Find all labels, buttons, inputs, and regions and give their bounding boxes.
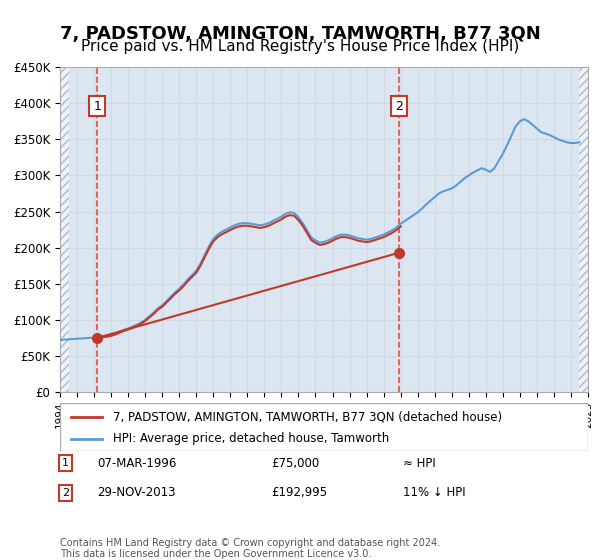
Text: 07-MAR-1996: 07-MAR-1996 — [97, 456, 176, 470]
Text: Contains HM Land Registry data © Crown copyright and database right 2024.
This d: Contains HM Land Registry data © Crown c… — [60, 538, 440, 559]
Bar — [580, 67, 588, 392]
Text: Price paid vs. HM Land Registry's House Price Index (HPI): Price paid vs. HM Land Registry's House … — [81, 39, 519, 54]
Bar — [580, 67, 588, 392]
Text: £192,995: £192,995 — [271, 486, 328, 500]
FancyBboxPatch shape — [60, 403, 588, 451]
Text: 1: 1 — [62, 458, 69, 468]
Text: ≈ HPI: ≈ HPI — [403, 456, 436, 470]
Bar — [60, 67, 68, 392]
Text: 7, PADSTOW, AMINGTON, TAMWORTH, B77 3QN: 7, PADSTOW, AMINGTON, TAMWORTH, B77 3QN — [59, 25, 541, 43]
Text: 1: 1 — [93, 100, 101, 113]
Text: 7, PADSTOW, AMINGTON, TAMWORTH, B77 3QN (detached house): 7, PADSTOW, AMINGTON, TAMWORTH, B77 3QN … — [113, 410, 502, 423]
Text: 11% ↓ HPI: 11% ↓ HPI — [403, 486, 466, 500]
Bar — [60, 67, 68, 392]
Text: HPI: Average price, detached house, Tamworth: HPI: Average price, detached house, Tamw… — [113, 432, 389, 445]
Text: 2: 2 — [62, 488, 69, 498]
Text: 29-NOV-2013: 29-NOV-2013 — [97, 486, 175, 500]
Text: £75,000: £75,000 — [271, 456, 319, 470]
Text: 2: 2 — [395, 100, 403, 113]
